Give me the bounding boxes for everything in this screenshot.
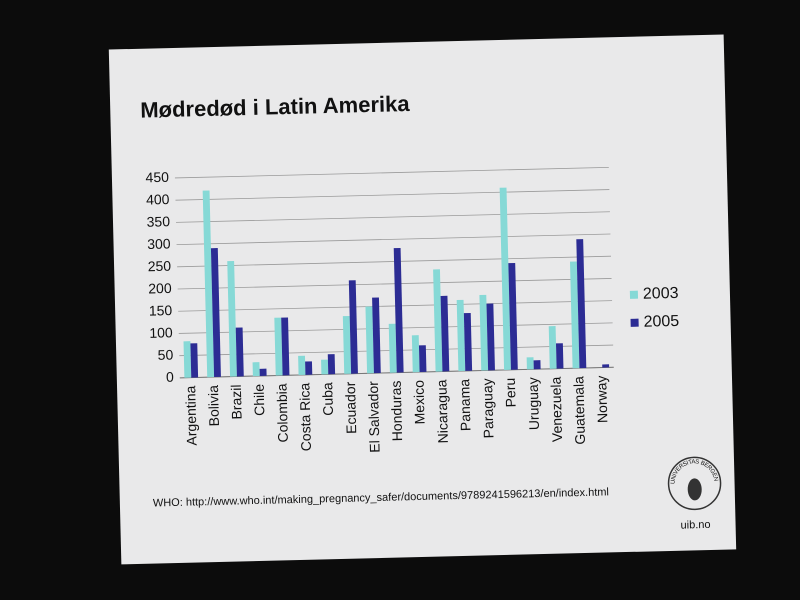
bar bbox=[479, 294, 489, 371]
bar bbox=[508, 262, 518, 370]
bar bbox=[411, 335, 420, 373]
bar bbox=[348, 280, 358, 374]
footer: uib.no bbox=[680, 519, 710, 532]
x-tick-label: Norway bbox=[593, 375, 610, 423]
bar bbox=[569, 261, 580, 369]
bar bbox=[555, 343, 564, 369]
bar bbox=[342, 315, 352, 374]
bar bbox=[365, 306, 374, 374]
y-tick-label: 100 bbox=[149, 324, 173, 341]
bar bbox=[456, 299, 466, 372]
bar bbox=[463, 312, 473, 371]
x-tick-label: Costa Rica bbox=[296, 382, 314, 451]
bar bbox=[576, 239, 587, 369]
bar bbox=[440, 295, 450, 372]
x-tick-label: Mexico bbox=[410, 380, 427, 425]
bar bbox=[372, 297, 381, 374]
bar bbox=[210, 248, 221, 378]
logo-owl bbox=[687, 478, 702, 501]
x-tick-label: Colombia bbox=[273, 383, 290, 443]
x-tick-label: Ecuador bbox=[342, 381, 359, 434]
bar bbox=[602, 364, 610, 368]
y-tick-label: 200 bbox=[148, 280, 172, 297]
x-tick-label: Bolivia bbox=[205, 385, 222, 427]
y-tick-label: 350 bbox=[146, 213, 170, 230]
y-tick-label: 150 bbox=[149, 302, 173, 319]
x-tick-label: Paraguay bbox=[479, 378, 496, 438]
y-tick-label: 300 bbox=[147, 235, 171, 252]
x-tick-label: Chile bbox=[251, 384, 268, 416]
bar bbox=[252, 362, 260, 377]
y-tick-label: 0 bbox=[166, 369, 174, 385]
x-tick-label: Panama bbox=[456, 379, 473, 432]
legend-swatch bbox=[630, 318, 639, 327]
bar bbox=[235, 327, 244, 377]
grid-line bbox=[175, 189, 610, 201]
bar bbox=[526, 357, 534, 370]
bar bbox=[190, 343, 199, 378]
x-tick-label: Cuba bbox=[319, 382, 336, 416]
bar bbox=[393, 248, 404, 373]
y-tick-label: 450 bbox=[145, 169, 169, 186]
y-tick-label: 400 bbox=[146, 191, 170, 208]
bar bbox=[281, 317, 290, 376]
grid-line bbox=[174, 166, 609, 179]
bar bbox=[548, 326, 557, 369]
legend-label: 2005 bbox=[643, 313, 679, 331]
slide: Mødredød i Latin Amerika WHO: http://www… bbox=[108, 34, 737, 565]
bar bbox=[327, 354, 336, 375]
bar bbox=[227, 260, 237, 377]
bar bbox=[202, 190, 215, 378]
bar bbox=[486, 303, 495, 371]
bar bbox=[533, 360, 541, 370]
x-tick-label: Uruguay bbox=[525, 377, 542, 430]
bar bbox=[418, 345, 427, 373]
y-tick-label: 250 bbox=[148, 258, 172, 275]
legend-label: 2003 bbox=[643, 285, 679, 303]
bar bbox=[499, 187, 511, 370]
x-tick-label: Nicaragua bbox=[433, 379, 451, 443]
grid-line bbox=[176, 211, 610, 223]
bar bbox=[321, 359, 329, 375]
x-tick-label: Guatemala bbox=[570, 376, 588, 445]
bar bbox=[274, 317, 283, 376]
x-tick-label: Venezuela bbox=[548, 376, 566, 442]
bar bbox=[433, 269, 443, 372]
x-tick-label: Argentina bbox=[182, 385, 199, 446]
grid-line bbox=[176, 233, 611, 245]
bar bbox=[305, 361, 313, 375]
x-tick-label: Honduras bbox=[388, 380, 405, 441]
y-tick-label: 50 bbox=[157, 347, 173, 363]
logo bbox=[667, 456, 722, 511]
x-tick-label: Peru bbox=[502, 378, 519, 408]
x-tick-label: El Salvador bbox=[365, 381, 383, 453]
bar bbox=[259, 368, 267, 376]
legend-swatch bbox=[629, 290, 639, 299]
bar bbox=[388, 323, 397, 373]
x-tick-label: Brazil bbox=[228, 384, 245, 419]
bar bbox=[183, 341, 192, 378]
slide-background bbox=[108, 34, 737, 565]
bar bbox=[298, 355, 306, 375]
